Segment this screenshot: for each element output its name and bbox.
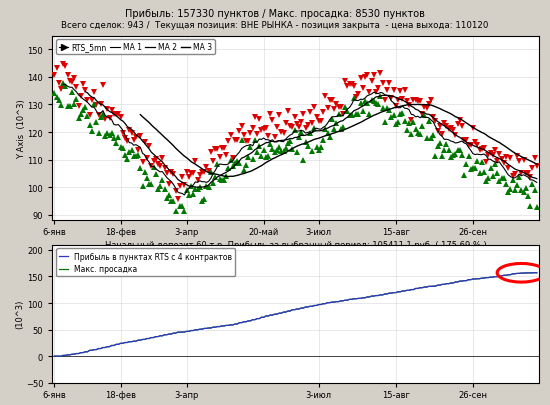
Y-axis label: Y Axis  (10^3): Y Axis (10^3) bbox=[17, 99, 26, 158]
Legend: RTS_5mn, MA 1, MA 2, MA 3: RTS_5mn, MA 1, MA 2, MA 3 bbox=[56, 40, 215, 55]
Макс. просадка bbox=[185, 329, 192, 334]
Макс. просадка bbox=[531, 271, 538, 275]
Прибыль в пунктах RTS с 4 контрактов bbox=[51, 354, 58, 359]
Прибыль в пунктах RTS с 4 контрактов bbox=[531, 271, 538, 275]
Y-axis label: (10^3): (10^3) bbox=[15, 299, 24, 328]
Прибыль в пунктах RTS с 4 контрактов bbox=[311, 303, 318, 308]
Прибыль в пунктах RTS с 4 контрактов bbox=[534, 271, 540, 275]
Макс. просадка bbox=[461, 279, 468, 284]
X-axis label: Начальный депозит 60 т.р. Прибыль за выбранный период: 105411,1 руб. ( 175,69 % : Начальный депозит 60 т.р. Прибыль за выб… bbox=[104, 241, 487, 250]
Макс. просадка bbox=[194, 328, 201, 333]
Макс. просадка bbox=[534, 271, 540, 275]
Прибыль в пунктах RTS с 4 контрактов bbox=[56, 354, 62, 359]
Legend: Прибыль в пунктах RTS с 4 контрактов, Макс. просадка: Прибыль в пунктах RTS с 4 контрактов, Ма… bbox=[56, 249, 235, 277]
Прибыль в пунктах RTS с 4 контрактов bbox=[476, 277, 483, 281]
Макс. просадка bbox=[51, 354, 58, 359]
Макс. просадка bbox=[56, 354, 62, 359]
Text: Всего сделок: 943 /  Текущая позиция: ВНЕ РЫНКА - позиция закрыта  - цена выхода: Всего сделок: 943 / Текущая позиция: ВНЕ… bbox=[61, 21, 489, 30]
Макс. просадка bbox=[485, 275, 492, 280]
Text: Прибыль: 157330 пунктов / Макс. просадка: 8530 пунктов: Прибыль: 157330 пунктов / Макс. просадка… bbox=[125, 9, 425, 19]
Прибыль в пунктах RTS с 4 контрактов bbox=[194, 328, 201, 333]
Прибыль в пунктах RTS с 4 контрактов bbox=[461, 279, 468, 284]
Прибыль в пунктах RTS с 4 контрактов bbox=[185, 329, 192, 334]
Макс. просадка bbox=[476, 277, 483, 281]
Line: Прибыль в пунктах RTS с 4 контрактов: Прибыль в пунктах RTS с 4 контрактов bbox=[54, 273, 537, 356]
Line: Макс. просадка: Макс. просадка bbox=[54, 273, 537, 356]
Макс. просадка bbox=[311, 303, 318, 308]
Прибыль в пунктах RTS с 4 контрактов bbox=[485, 275, 492, 280]
